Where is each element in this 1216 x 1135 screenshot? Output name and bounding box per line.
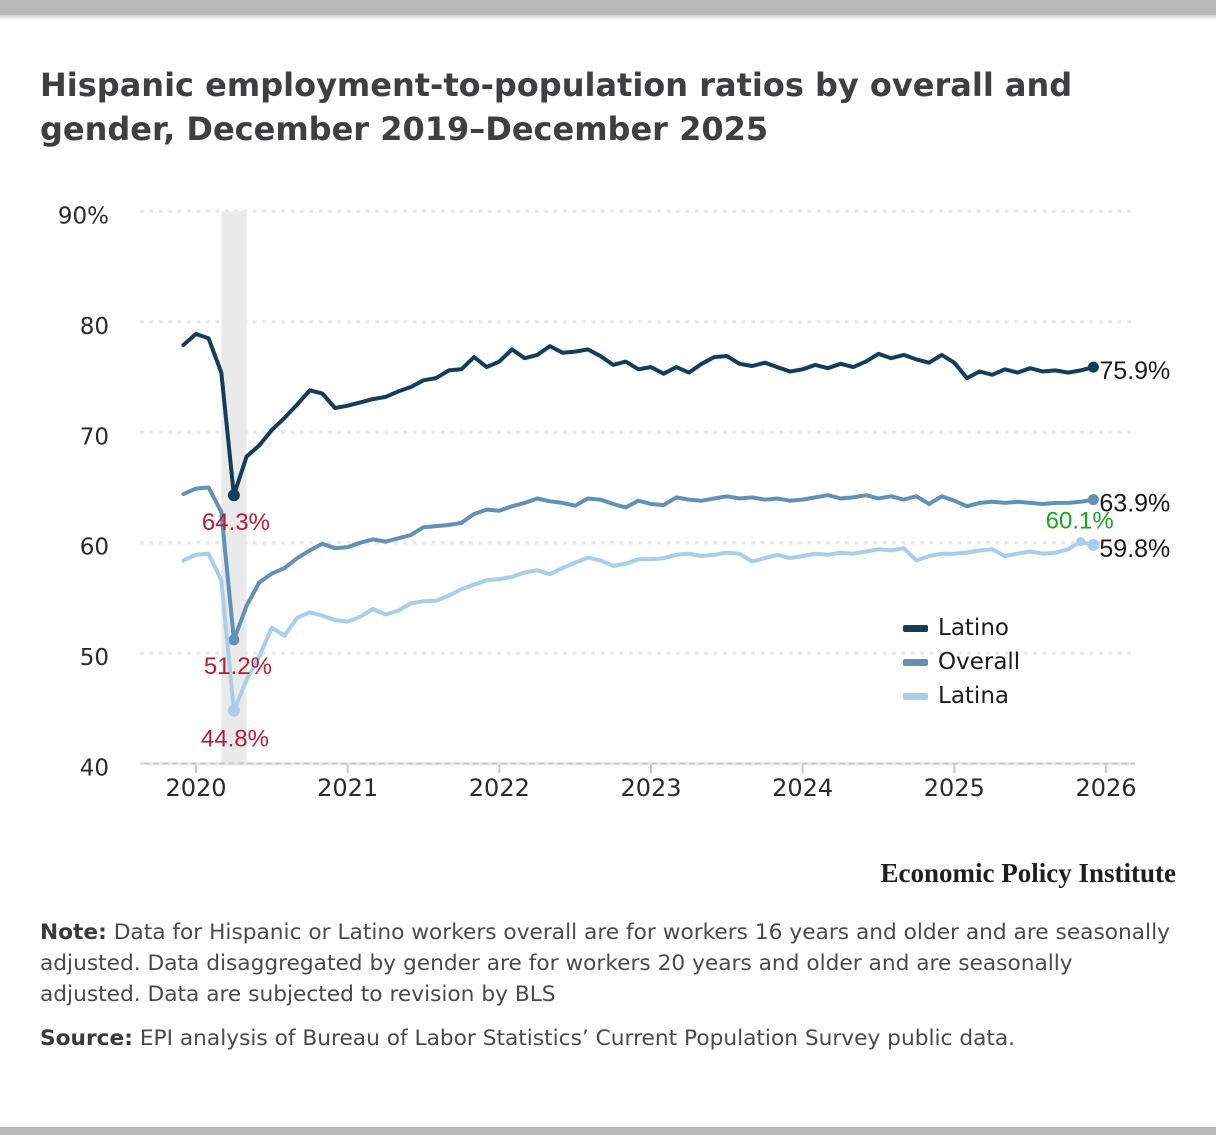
legend-item-overall: Overall — [903, 645, 1020, 679]
note-line-3: adjusted. Data are subjected to revision… — [40, 982, 556, 1007]
note-line-1-text: Data for Hispanic or Latino workers over… — [113, 920, 1170, 945]
annotation-64.3%: 64.3% — [202, 509, 270, 536]
x-tick-label-2026: 2026 — [1075, 774, 1136, 802]
dot-latina-2020-04 — [227, 704, 240, 717]
dot-overall-2020-04 — [228, 634, 240, 646]
annotation-75.9%: 75.9% — [1099, 357, 1170, 385]
x-tick-label-2024: 2024 — [772, 774, 833, 802]
epop-line-chart: 90% 80 70 60 50 40 2020 2021 2022 2023 2024 2025 202… — [58, 203, 1170, 802]
epi-wordmark: Economic Policy Institute — [880, 858, 1176, 888]
dot-latino-2020-04 — [227, 489, 240, 502]
note-label: Note: — [40, 920, 107, 945]
line-overall — [181, 485, 1096, 642]
x-tick-label-2023: 2023 — [620, 774, 681, 802]
y-tick-label-60: 60 — [80, 535, 109, 561]
legend-label-overall: Overall — [938, 649, 1021, 675]
annotation-59.8%: 59.8% — [1099, 535, 1170, 563]
legend-swatch-latina — [903, 692, 928, 700]
line-latino — [181, 331, 1096, 498]
top-gray-bar — [0, 0, 1216, 15]
source-line-text: EPI analysis of Bureau of Labor Statisti… — [139, 1026, 1016, 1051]
y-tick-label-50: 50 — [80, 645, 109, 671]
y-tick-label-40: 40 — [80, 756, 109, 782]
x-tick-label-2022: 2022 — [469, 774, 530, 802]
y-tick-label-70: 70 — [80, 424, 109, 450]
note-line-1: Note: Data for Hispanic or Latino worker… — [40, 917, 1190, 948]
dot-overall-2025-12 — [1087, 494, 1099, 506]
source-label: Source: — [40, 1026, 133, 1051]
annotation-60.1%: 60.1% — [1046, 508, 1114, 535]
x-tick-label-2021: 2021 — [317, 774, 378, 802]
legend-swatch-overall — [903, 658, 928, 666]
legend-item-latino: Latino — [903, 611, 1020, 645]
annotation-44.8%: 44.8% — [201, 726, 269, 753]
note-text: Note: Data for Hispanic or Latino worker… — [40, 917, 1190, 1010]
legend-swatch-latino — [903, 624, 928, 632]
legend-label-latina: Latina — [938, 683, 1009, 709]
chart-title: Hispanic employment-to-population ratios… — [40, 66, 1073, 148]
dot-latina-2025-11 — [1076, 537, 1086, 547]
dot-latino-2025-12 — [1087, 361, 1099, 373]
y-tick-label-90: 90% — [58, 203, 109, 229]
legend-item-latina: Latina — [903, 679, 1020, 713]
legend-label-latino: Latino — [938, 615, 1009, 641]
y-tick-label-80: 80 — [80, 314, 109, 340]
annotation-51.2%: 51.2% — [204, 653, 272, 680]
bottom-gray-bar — [0, 1127, 1216, 1135]
top-bar-shadow — [0, 15, 1216, 20]
x-tick-label-2025: 2025 — [924, 774, 985, 802]
legend: Latino Overall Latina — [903, 611, 1020, 713]
x-tick-label-2020: 2020 — [165, 774, 226, 802]
note-line-2: adjusted. Data disaggregated by gender a… — [40, 951, 1073, 976]
dot-latina-2025-12 — [1087, 538, 1100, 551]
line-latina — [181, 539, 1096, 713]
annotation-63.9%: 63.9% — [1099, 490, 1170, 518]
source-text: Source: EPI analysis of Bureau of Labor … — [40, 1023, 1190, 1054]
